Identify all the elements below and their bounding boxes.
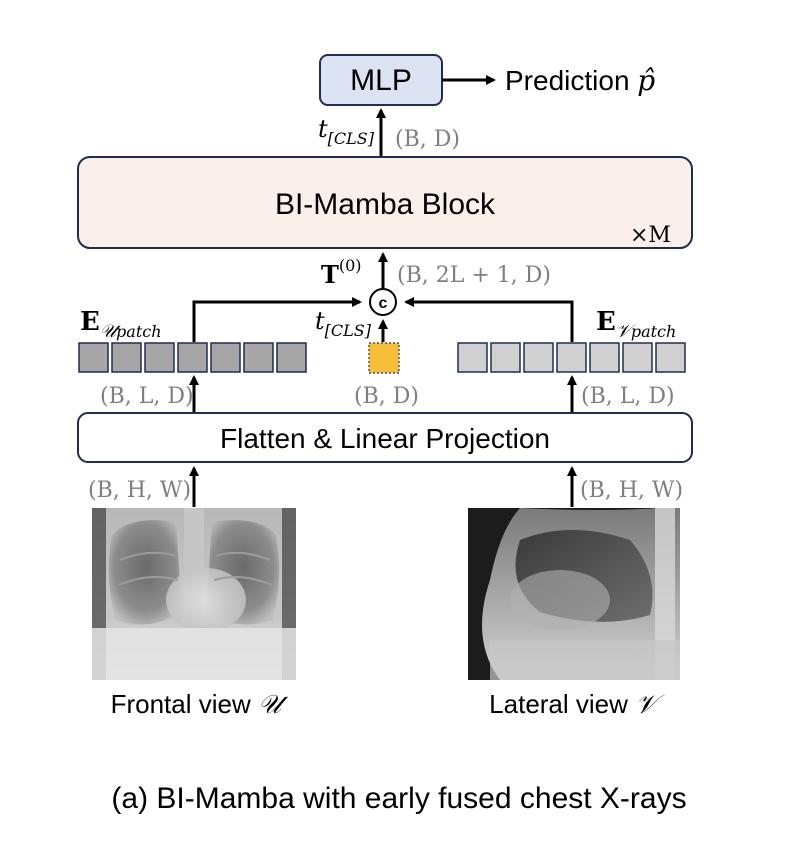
arrow-frontal-to-concat: [192, 297, 362, 342]
lateral-patch-row: [457, 342, 686, 373]
shape-cls: (B, D): [354, 384, 419, 409]
flatten-label: Flatten & Linear Projection: [220, 423, 550, 454]
shape-lateral-emb: (B, L, D): [581, 384, 675, 409]
mamba-box: [77, 156, 693, 249]
frontal-patch-cell: [144, 342, 175, 373]
lateral-patch-cell: [655, 342, 686, 373]
repeat-label: ×M: [630, 223, 671, 248]
frontal-xray-image: [92, 508, 296, 680]
concat-symbol: c: [379, 295, 388, 312]
lateral-patch-cell: [457, 342, 488, 373]
lateral-view-symbol: 𝒱: [635, 690, 665, 720]
shape-mamba-in: (B, 2L + 1, D): [397, 263, 551, 288]
frontal-patch-row: [78, 342, 307, 373]
lateral-patch-cell: [523, 342, 554, 373]
flatten-box: [77, 412, 693, 463]
cls-token: [368, 342, 400, 374]
lateral-patch-cell: [490, 342, 521, 373]
lateral-patch-cell: [556, 342, 587, 373]
lateral-patch-cell: [622, 342, 653, 373]
frontal-view-label: Frontal view 𝒰: [111, 689, 289, 720]
frontal-patch-cell: [276, 342, 307, 373]
lateral-embedding-label: E𝒱patch: [596, 307, 676, 342]
mamba-label: BI-Mamba Block: [275, 188, 496, 221]
figure-caption: (a) BI-Mamba with early fused chest X-ra…: [111, 782, 686, 815]
prediction-symbol: p̂: [637, 64, 655, 97]
frontal-patch-cell: [177, 342, 208, 373]
shape-lateral-in: (B, H, W): [580, 478, 683, 503]
shape-frontal-emb: (B, L, D): [100, 384, 194, 409]
lateral-view-label: Lateral view 𝒱: [489, 689, 665, 720]
shape-frontal-in: (B, H, W): [88, 478, 191, 503]
frontal-patch-cell: [210, 342, 241, 373]
frontal-patch-cell: [111, 342, 142, 373]
lateral-xray-image: [468, 508, 680, 680]
lateral-patch-cell: [589, 342, 620, 373]
cls-token-label-top: t[CLS]: [318, 115, 375, 148]
concat-node: [369, 288, 397, 316]
frontal-view-symbol: 𝒰: [258, 690, 289, 720]
shape-mlp-in: (B, D): [395, 127, 460, 152]
frontal-embedding-label: E𝒰patch: [80, 307, 162, 342]
mlp-label: MLP: [350, 64, 412, 97]
prediction-label: Prediction p̂: [505, 64, 655, 97]
frontal-patch-cell: [243, 342, 274, 373]
t0-label: T(0): [321, 256, 362, 289]
frontal-patch-cell: [78, 342, 109, 373]
cls-token-label-mid: t[CLS]: [315, 307, 372, 340]
arrow-lateral-to-concat: [404, 297, 574, 342]
